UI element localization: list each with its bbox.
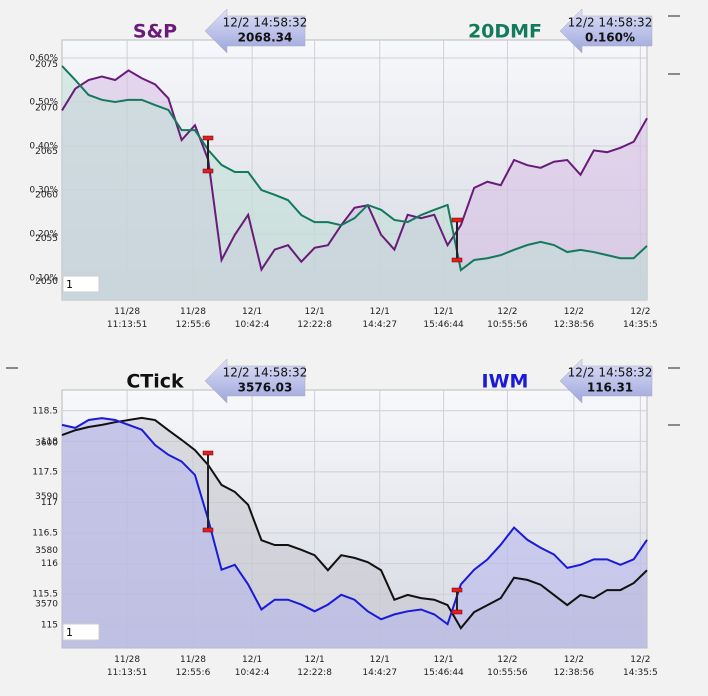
callout-time: 12/2 14:58:32 <box>223 16 308 30</box>
y-tick-label: 117 <box>41 498 58 508</box>
x-tick-label: 11/28 11:13:51 <box>107 307 147 330</box>
series-name: S&P <box>133 21 177 43</box>
y-tick-label: 117.5 <box>32 467 58 477</box>
y-tick-label: 0.40% <box>29 142 58 152</box>
y-tick-label: 2055 <box>35 234 58 244</box>
callout-value: 0.160% <box>585 31 635 45</box>
y-tick-label: 0.60% <box>29 54 58 64</box>
series-area <box>62 65 647 300</box>
x-tick-label: 12/1 15:46:44 <box>423 307 464 330</box>
callout-arrow <box>204 358 306 404</box>
callout-arrow <box>559 358 653 404</box>
event-marker <box>451 609 463 615</box>
series-area <box>62 418 647 648</box>
x-tick-label: 12/1 12:22:8 <box>297 307 332 330</box>
y-tick-label: 3570 <box>35 600 58 610</box>
callout-time: 12/2 14:58:32 <box>223 366 308 380</box>
y-tick-label: 116 <box>41 559 58 569</box>
x-tick-label: 11/28 11:13:51 <box>107 655 147 678</box>
x-tick-label: 11/28 12:55:6 <box>176 307 211 330</box>
callout-value: 2068.34 <box>238 31 293 45</box>
series-name: 20DMF <box>468 21 542 43</box>
side-dashes <box>6 15 680 426</box>
y-tick-label: 0.50% <box>29 98 58 108</box>
x-tick-label: 12/2 10:55:56 <box>487 307 528 330</box>
event-marker <box>202 527 214 533</box>
x-tick-label: 12/1 10:42:4 <box>235 655 270 678</box>
series-line <box>61 416 648 630</box>
y-tick-label: 2065 <box>35 147 58 157</box>
x-tick-label: 12/2 14:35:5 <box>623 655 658 678</box>
x-tick-label: 12/1 14:4:27 <box>362 655 397 678</box>
y-tick-label: 2050 <box>35 277 58 287</box>
y-tick-label: 2075 <box>35 60 58 70</box>
y-tick-label: 0.10% <box>29 274 58 284</box>
input-box <box>62 623 100 641</box>
event-marker <box>451 587 463 593</box>
y-tick-label: 2060 <box>35 190 58 200</box>
x-tick-label: 12/1 10:42:4 <box>235 307 270 330</box>
callout-value: 3576.03 <box>238 381 293 395</box>
y-tick-label: 118 <box>41 437 58 447</box>
event-marker <box>202 450 214 456</box>
callout-time: 12/2 14:58:32 <box>568 366 653 380</box>
y-tick-label: 118.5 <box>32 406 58 416</box>
y-tick-label: 2070 <box>35 103 58 113</box>
x-tick-label: 12/2 14:35:5 <box>623 307 658 330</box>
y-tick-label: 116.5 <box>32 529 58 539</box>
x-tick-label: 11/28 12:55:6 <box>176 655 211 678</box>
y-tick-label: 3600 <box>35 439 58 449</box>
x-tick-label: 12/2 10:55:56 <box>487 655 528 678</box>
x-tick-label: 12/1 12:22:8 <box>297 655 332 678</box>
series-name: IWM <box>482 371 529 393</box>
series-name: CTick <box>126 371 184 393</box>
x-tick-label: 12/1 15:46:44 <box>423 655 464 678</box>
event-marker <box>202 135 214 141</box>
callout-time: 12/2 14:58:32 <box>568 16 653 30</box>
callout-value: 116.31 <box>587 381 633 395</box>
x-tick-label: 12/2 12:38:56 <box>554 307 595 330</box>
y-tick-label: 3590 <box>35 492 58 502</box>
y-tick-label: 3580 <box>35 546 58 556</box>
input-box-label: 1 <box>66 626 73 639</box>
x-tick-label: 12/1 14:4:27 <box>362 307 397 330</box>
series-line <box>61 65 648 272</box>
input-box-label: 1 <box>66 278 73 291</box>
event-marker <box>202 168 214 174</box>
callout-arrow <box>204 8 306 54</box>
y-tick-label: 115 <box>41 620 58 630</box>
y-tick-label: 115.5 <box>32 590 58 600</box>
y-tick-label: 0.20% <box>29 230 58 240</box>
series-line <box>61 69 648 273</box>
x-tick-label: 12/2 12:38:56 <box>554 655 595 678</box>
event-marker <box>451 217 463 223</box>
y-tick-label: 0.30% <box>29 186 58 196</box>
callout-arrow <box>559 8 653 54</box>
series-line <box>61 417 648 626</box>
event-marker <box>451 257 463 263</box>
input-box <box>62 275 100 293</box>
